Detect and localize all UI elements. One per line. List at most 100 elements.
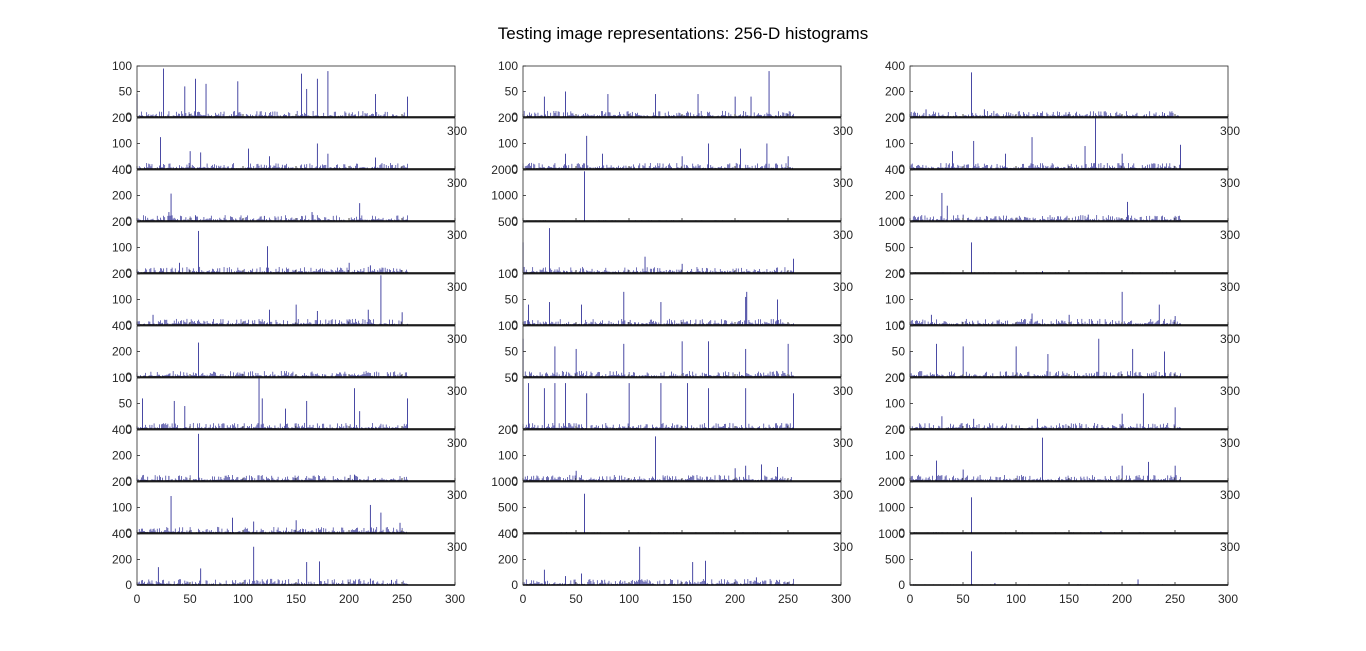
histogram-bar xyxy=(172,166,174,169)
histogram-bar xyxy=(373,219,374,221)
histogram-bar xyxy=(174,528,176,533)
histogram-bar xyxy=(219,425,221,429)
histogram-bar xyxy=(664,476,666,481)
histogram-bar xyxy=(684,426,686,429)
histogram-bar xyxy=(377,167,379,169)
histogram-bar xyxy=(587,113,589,117)
histogram-bar xyxy=(366,372,368,377)
histogram-bar xyxy=(312,214,314,221)
histogram-bar xyxy=(151,115,153,117)
histogram-bar xyxy=(198,230,199,273)
histogram-bar xyxy=(707,164,708,169)
histogram-bar xyxy=(583,268,584,273)
histogram-bar xyxy=(280,216,282,221)
histogram-bar xyxy=(266,219,267,221)
histogram-bar xyxy=(315,268,317,273)
histogram-bar xyxy=(337,164,338,169)
histogram-bar xyxy=(656,167,658,169)
histogram-bar xyxy=(402,216,404,221)
histogram-bar xyxy=(179,113,180,117)
histogram-bar xyxy=(326,427,328,429)
histogram-bar xyxy=(265,427,266,429)
histogram-bar xyxy=(387,165,389,169)
histogram-bar xyxy=(769,371,771,377)
histogram-bar xyxy=(216,114,217,117)
histogram-bar xyxy=(599,166,600,169)
histogram-bar xyxy=(255,426,257,429)
histogram-bar xyxy=(306,88,308,117)
histogram-bar xyxy=(674,271,676,273)
histogram-bar xyxy=(367,476,369,481)
histogram-bar xyxy=(165,530,167,533)
histogram-bar xyxy=(376,526,378,533)
histogram-bar xyxy=(394,371,396,377)
histogram-bar xyxy=(624,426,626,429)
histogram-bar xyxy=(322,268,323,273)
histogram-bar xyxy=(558,476,560,481)
histogram-bar xyxy=(764,114,766,117)
histogram-bar xyxy=(269,583,270,585)
histogram-bar xyxy=(612,371,614,377)
histogram-bar xyxy=(676,163,678,169)
histogram-bar xyxy=(252,115,254,117)
histogram-bar xyxy=(192,166,194,169)
histogram-bar xyxy=(593,271,595,273)
x-tick-label: 50 xyxy=(183,592,197,606)
histogram-bar xyxy=(663,371,665,377)
histogram-bar xyxy=(157,374,159,377)
histogram-bar xyxy=(167,374,169,377)
histogram-bar xyxy=(138,114,140,117)
histogram-bar xyxy=(213,583,214,585)
histogram-bar xyxy=(687,373,688,377)
histogram-bar xyxy=(728,427,730,429)
histogram-bar xyxy=(162,477,163,481)
x-tick-label-clipped: 300 xyxy=(447,228,467,242)
histogram-bar xyxy=(146,427,148,429)
histogram-bar xyxy=(570,267,572,273)
histogram-bar xyxy=(137,321,139,325)
histogram-bar xyxy=(381,267,383,273)
histogram-bar xyxy=(257,423,259,429)
histogram-bar xyxy=(182,583,184,585)
histogram-bar xyxy=(719,475,721,481)
histogram-bar xyxy=(320,165,321,169)
histogram-bar xyxy=(781,423,783,429)
histogram-bar xyxy=(150,583,152,585)
histogram-bar xyxy=(577,163,579,169)
histogram-bar xyxy=(623,426,625,429)
histogram-bar xyxy=(701,477,703,481)
histogram-bar xyxy=(284,113,285,117)
histogram-bar xyxy=(696,267,698,273)
histogram-bar xyxy=(291,217,293,221)
histogram-bar xyxy=(655,321,656,325)
histogram-bar xyxy=(175,318,177,325)
histogram-bar xyxy=(546,372,547,377)
histogram-bar xyxy=(236,319,238,325)
histogram-bar xyxy=(161,531,162,533)
histogram-bar xyxy=(583,114,584,117)
histogram-bar xyxy=(554,269,556,273)
histogram-bar xyxy=(693,427,695,429)
histogram-bar xyxy=(164,424,166,429)
histogram-bar xyxy=(216,427,217,429)
histogram-bar xyxy=(784,267,786,273)
histogram-bar xyxy=(649,163,651,169)
histogram-bar xyxy=(690,112,691,117)
histogram-bar xyxy=(289,113,291,117)
histogram-bar xyxy=(717,166,719,169)
histogram-bar xyxy=(274,165,276,169)
histogram-bar xyxy=(382,424,384,429)
histogram-bar xyxy=(683,115,685,117)
histogram-bar xyxy=(767,373,769,377)
histogram-bar xyxy=(532,320,534,325)
histogram-bar xyxy=(402,426,404,429)
histogram-bar xyxy=(357,270,358,273)
histogram-bar xyxy=(761,464,762,481)
histogram-bar xyxy=(554,346,556,377)
histogram-bar xyxy=(230,216,231,221)
histogram-bar xyxy=(778,319,779,325)
histogram-bar xyxy=(403,423,405,429)
histogram-bar xyxy=(302,114,303,117)
histogram-bar xyxy=(252,320,254,325)
y-tick-label: 0 xyxy=(125,474,132,488)
